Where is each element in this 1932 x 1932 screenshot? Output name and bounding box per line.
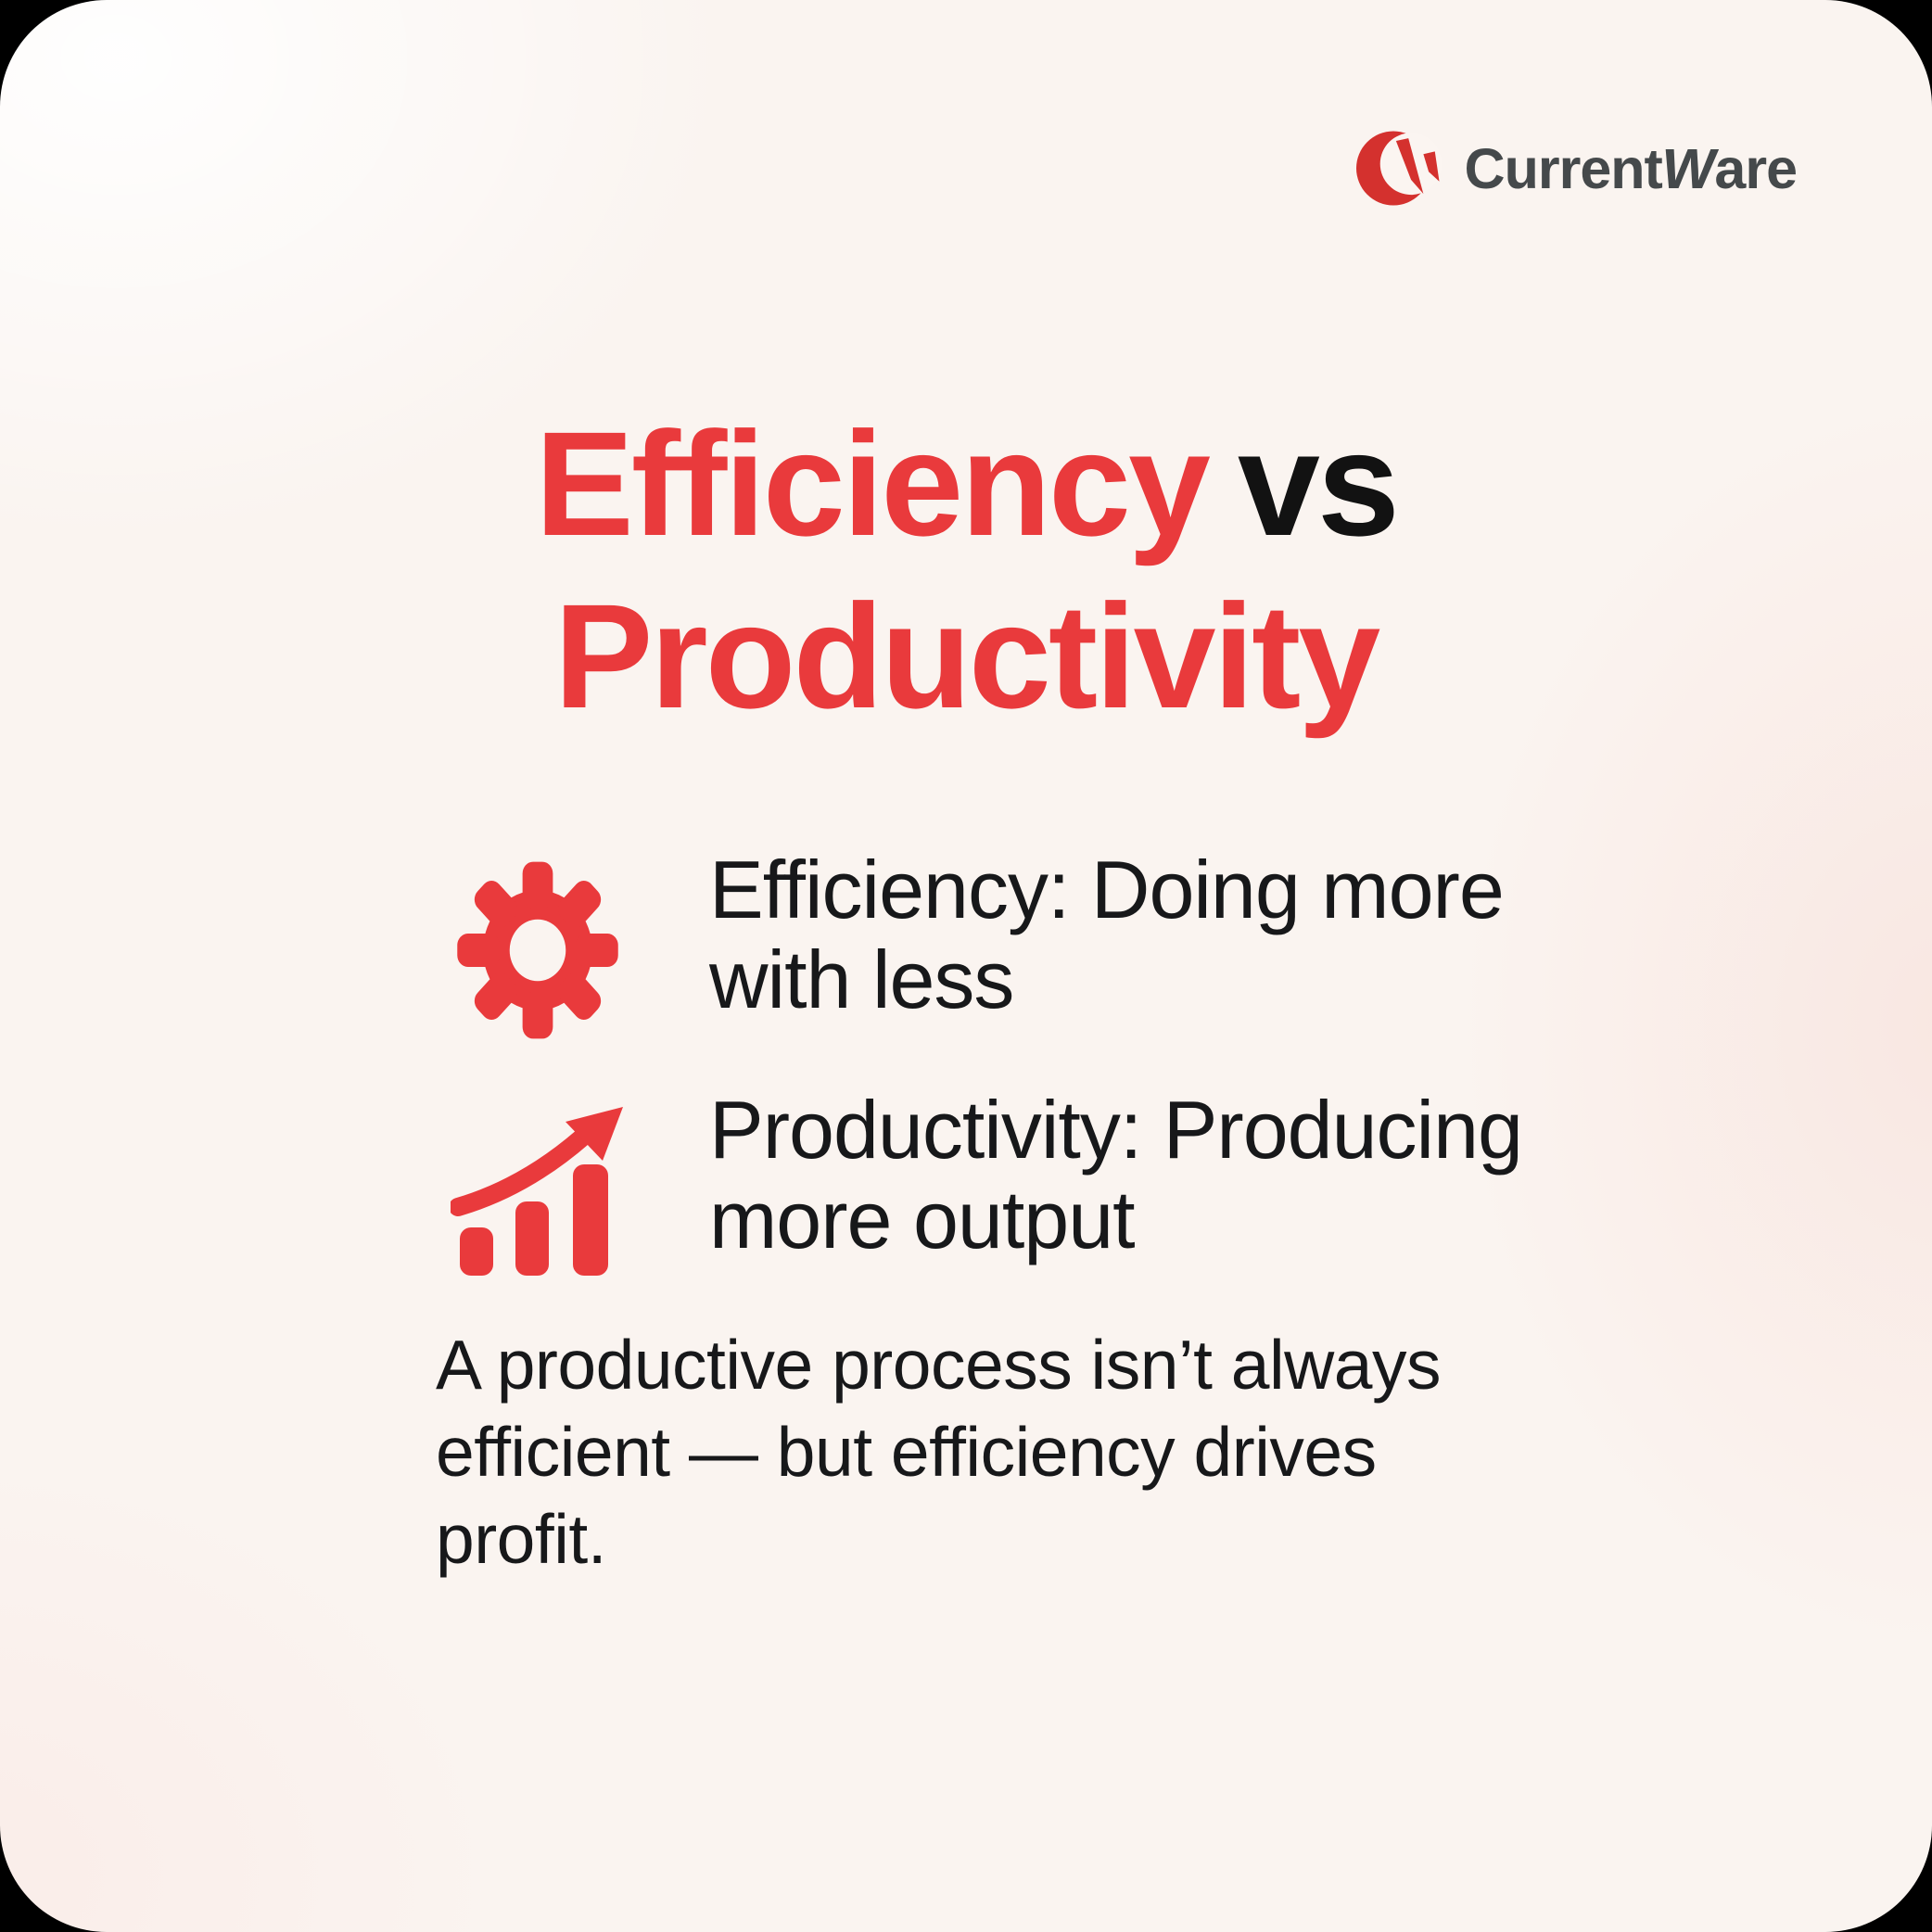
bullet-productivity-line-1: Productivity: Producing — [709, 1084, 1523, 1176]
logo-text-w: W — [1656, 136, 1721, 200]
footer-line-2: efficient — but efficiency drives — [436, 1413, 1377, 1491]
bullet-efficiency-line-2: with less — [709, 934, 1014, 1025]
footer-line-3: profit. — [436, 1500, 607, 1578]
logo-text-are: are — [1714, 136, 1798, 200]
logo-text-current: Current — [1464, 136, 1663, 200]
title-word-productivity: Productivity — [553, 573, 1381, 739]
logo-wordmark: CurrentWare — [1464, 136, 1798, 201]
bullet-productivity-line-2: more output — [709, 1174, 1136, 1265]
currentware-crescent-icon — [1355, 131, 1442, 206]
growth-chart-icon — [451, 1107, 623, 1276]
footer-paragraph: A productive process isn’t always effici… — [436, 1321, 1442, 1582]
title-line-1: Efficiency vs — [0, 398, 1932, 570]
page-title: Efficiency vs Productivity — [0, 398, 1932, 743]
title-word-efficiency: Efficiency — [535, 400, 1211, 566]
currentware-logo: CurrentWare — [1355, 128, 1798, 209]
title-word-vs: vs — [1237, 400, 1400, 566]
gear-icon — [457, 861, 618, 1039]
bullet-productivity: Productivity: Producing more output — [709, 1084, 1523, 1265]
footer-line-1: A productive process isn’t always — [436, 1326, 1442, 1404]
bullet-efficiency: Efficiency: Doing more with less — [709, 844, 1505, 1025]
bullet-efficiency-line-1: Efficiency: Doing more — [709, 844, 1505, 935]
title-line-2: Productivity — [0, 570, 1932, 743]
